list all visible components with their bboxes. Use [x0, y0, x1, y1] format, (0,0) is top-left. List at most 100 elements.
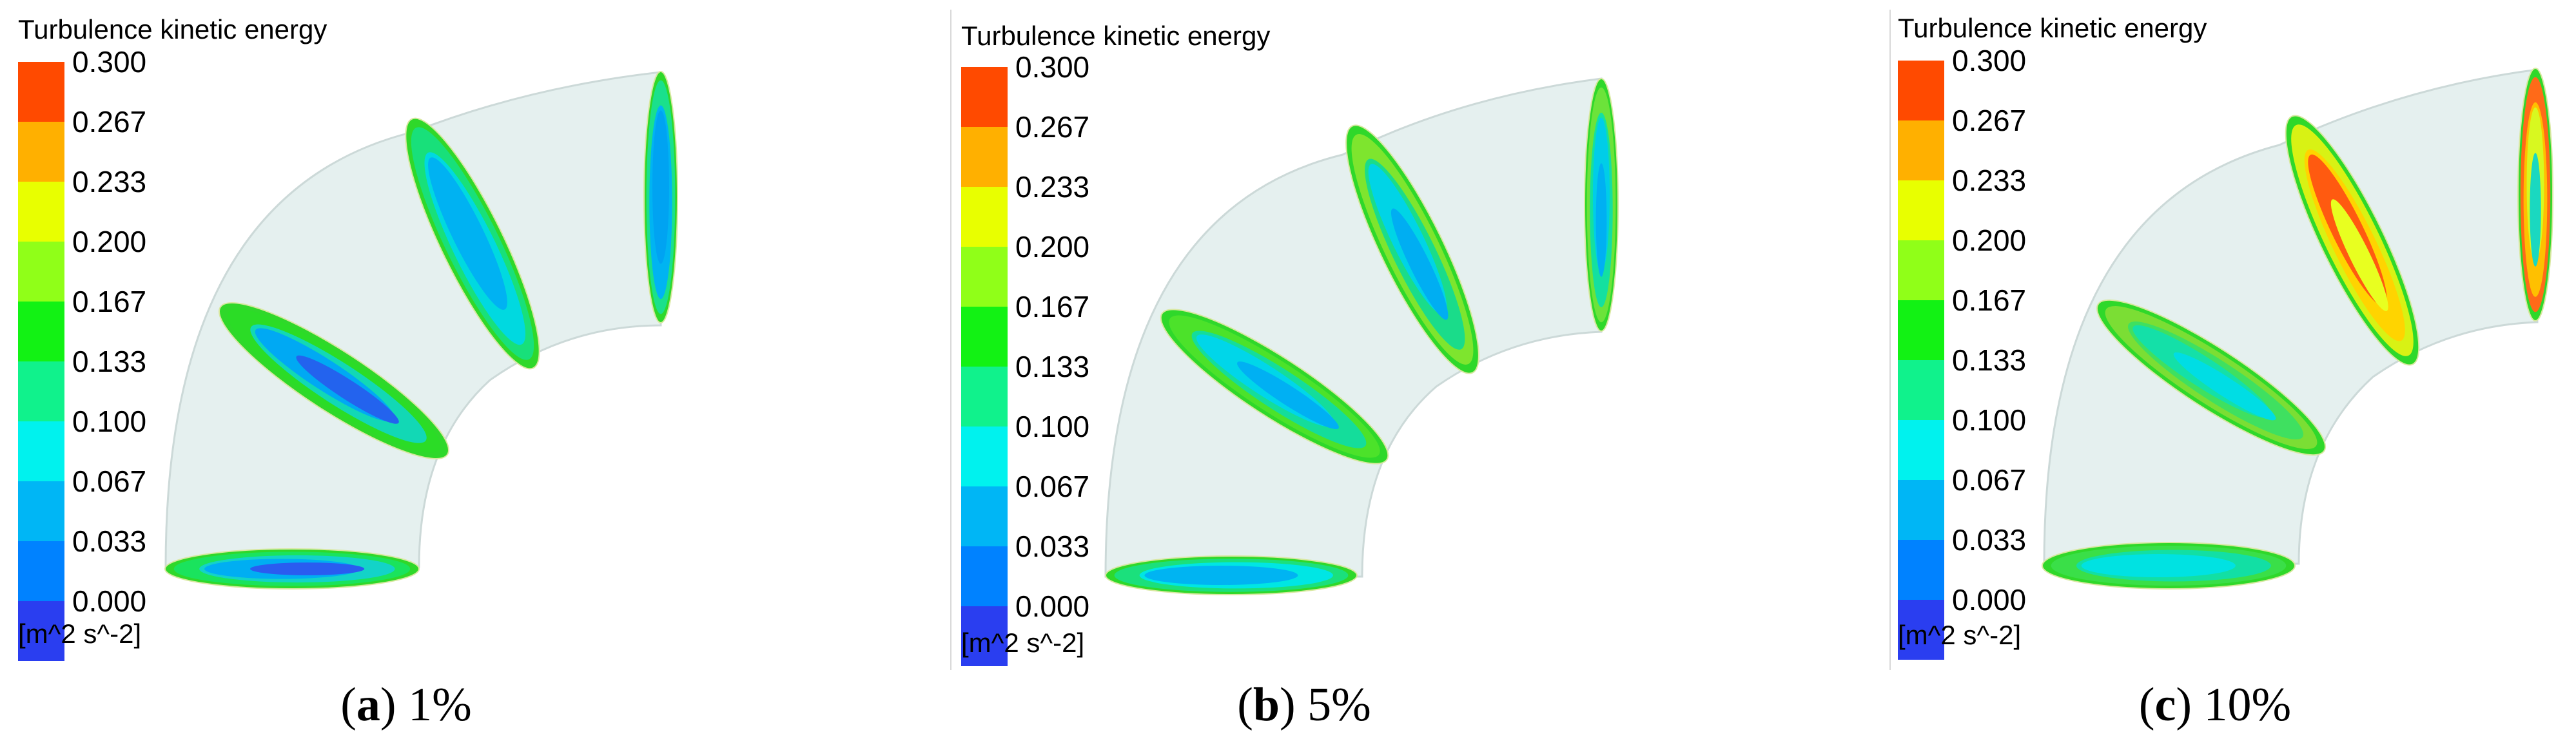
- contour-band: [2530, 153, 2541, 267]
- colorbar-band: [961, 307, 1008, 367]
- cross-section-60deg: [2285, 115, 2420, 366]
- legend-tick: 0.267: [1952, 104, 2026, 137]
- contour-band: [2173, 352, 2276, 421]
- colorbar-band: [18, 182, 64, 242]
- colorbar-band: [1898, 480, 1944, 540]
- colorbar-band: [18, 481, 64, 541]
- legend-tick: 0.167: [1015, 290, 1089, 323]
- colorbar-band: [18, 541, 64, 601]
- legend-units: [m^2 s^-2]: [961, 628, 1084, 658]
- legend-tick: 0.233: [1952, 164, 2026, 197]
- colorbar-band: [18, 421, 64, 481]
- legend-title: Turbulence kinetic energy: [961, 21, 1270, 51]
- contour-band: [428, 157, 507, 310]
- legend-ticks: 0.300 0.267 0.233 0.200 0.167 0.133 0.10…: [72, 45, 146, 618]
- colorbar-band: [18, 62, 64, 122]
- contour-band: [1595, 163, 1607, 277]
- colorbar-band: [1898, 180, 1944, 240]
- legend-tick: 0.000: [1015, 590, 1089, 623]
- panel-caption: (b) 5%: [1237, 678, 1371, 731]
- legend-colorbar: [1898, 61, 1944, 660]
- legend-tick: 0.033: [72, 524, 146, 558]
- colorbar-band: [961, 427, 1008, 486]
- legend-tick: 0.100: [1015, 410, 1089, 443]
- legend-tick: 0.200: [72, 225, 146, 258]
- legend-tick: 0.267: [1015, 110, 1089, 144]
- legend-tick: 0.000: [1952, 583, 2026, 617]
- colorbar-band: [1898, 300, 1944, 360]
- panel-a: Turbulence kinetic energy 0.300 0.267 0.…: [18, 14, 678, 731]
- legend-ticks: 0.300 0.267 0.233 0.200 0.167 0.133 0.10…: [1952, 44, 2026, 617]
- cross-section-outlet: [1584, 78, 1619, 332]
- legend-colorbar: [961, 67, 1008, 666]
- contour-band: [1237, 361, 1339, 430]
- legend-tick: 0.100: [72, 405, 146, 438]
- colorbar-band: [961, 127, 1008, 187]
- cross-section-30deg: [2096, 299, 2327, 456]
- legend-tick: 0.100: [1952, 403, 2026, 437]
- colorbar-band: [1898, 360, 1944, 420]
- legend-tick: 0.200: [1015, 230, 1089, 264]
- colorbar-band: [961, 486, 1008, 546]
- elbow-pipe: [164, 71, 662, 568]
- colorbar-band: [1898, 420, 1944, 480]
- colorbar-band: [1898, 120, 1944, 180]
- colorbar-band: [18, 302, 64, 361]
- cross-section-inlet: [1105, 555, 1358, 595]
- legend-tick: 0.300: [1015, 50, 1089, 84]
- legend-tick: 0.033: [1015, 530, 1089, 563]
- legend-tick: 0.233: [72, 165, 146, 198]
- legend-title: Turbulence kinetic energy: [1898, 13, 2207, 43]
- legend-tick: 0.200: [1952, 224, 2026, 257]
- legend-tick: 0.133: [72, 345, 146, 378]
- contour-band: [1144, 566, 1298, 585]
- colorbar-band: [961, 367, 1008, 427]
- legend-ticks: 0.300 0.267 0.233 0.200 0.167 0.133 0.10…: [1015, 50, 1089, 623]
- colorbar-band: [1898, 600, 1944, 660]
- legend-tick: 0.033: [1952, 523, 2026, 557]
- legend-tick: 0.133: [1015, 350, 1089, 383]
- colorbar-band: [1898, 540, 1944, 600]
- contour-band: [1390, 208, 1449, 320]
- legend-tick: 0.300: [72, 45, 146, 79]
- contour-band: [249, 562, 365, 575]
- legend-tick: 0.133: [1952, 343, 2026, 377]
- legend-tick: 0.067: [1952, 463, 2026, 497]
- cross-section-60deg: [405, 117, 540, 370]
- panel-b: Turbulence kinetic energy 0.300 0.267 0.…: [961, 21, 1619, 731]
- legend-tick: 0.067: [1015, 470, 1089, 503]
- colorbar-band: [961, 247, 1008, 307]
- legend-tick: 0.233: [1015, 170, 1089, 204]
- legend-units: [m^2 s^-2]: [18, 619, 141, 649]
- colorbar-band: [961, 546, 1008, 606]
- elbow-pipe: [1104, 77, 1603, 578]
- colorbar-band: [961, 187, 1008, 247]
- colorbar-band: [18, 242, 64, 302]
- elbow-pipe: [2043, 68, 2539, 565]
- cross-section-60deg: [1345, 124, 1479, 374]
- colorbar-band: [1898, 240, 1944, 300]
- legend-tick: 0.267: [72, 105, 146, 139]
- cross-section-30deg: [1160, 309, 1389, 465]
- contour-band: [652, 110, 669, 264]
- panel-caption: (c) 10%: [2139, 678, 2291, 731]
- colorbar-band: [18, 601, 64, 661]
- cross-section-outlet: [2517, 68, 2553, 321]
- panel-caption: (a) 1%: [340, 678, 471, 731]
- cross-section-30deg: [219, 302, 449, 459]
- legend-units: [m^2 s^-2]: [1898, 620, 2021, 650]
- legend-title: Turbulence kinetic energy: [18, 14, 327, 44]
- contour-band: [2081, 554, 2236, 577]
- legend-tick: 0.300: [1952, 44, 2026, 77]
- cross-section-outlet: [643, 71, 678, 323]
- cross-section-inlet: [164, 548, 420, 590]
- legend-tick: 0.000: [72, 584, 146, 618]
- panel-c: Turbulence kinetic energy 0.300 0.267 0.…: [1898, 13, 2553, 731]
- legend-tick: 0.167: [1952, 283, 2026, 317]
- legend-colorbar: [18, 62, 64, 661]
- legend-tick: 0.167: [72, 285, 146, 318]
- contour-band: [2330, 199, 2388, 311]
- colorbar-band: [961, 606, 1008, 666]
- colorbar-band: [1898, 61, 1944, 120]
